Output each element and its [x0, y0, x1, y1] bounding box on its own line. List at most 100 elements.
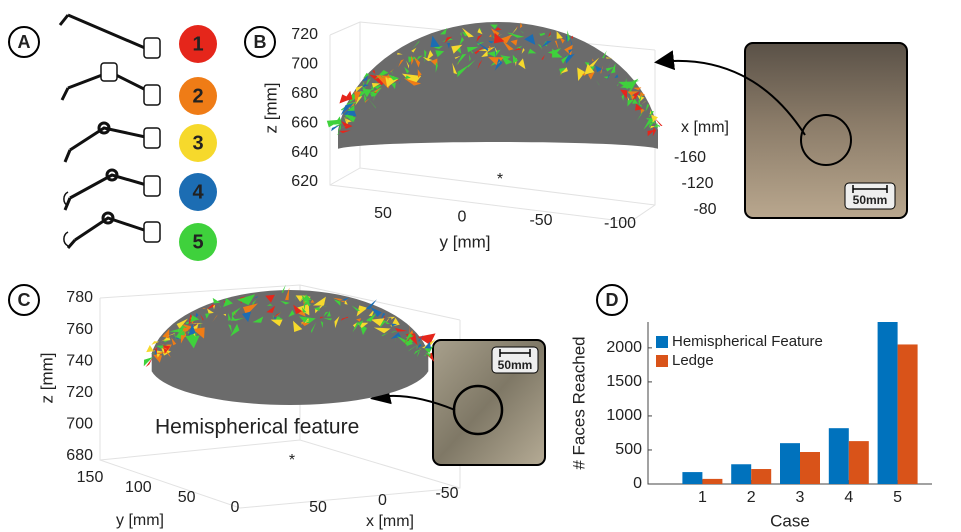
- surface-facet: [620, 89, 628, 100]
- surface-facet: [501, 55, 511, 59]
- x-tick-label: -160: [674, 149, 706, 166]
- bar: [731, 464, 752, 484]
- z-tick-label: 720: [66, 384, 93, 401]
- surface-facet: [355, 85, 364, 93]
- bar: [682, 472, 703, 484]
- surface-facet: [545, 40, 552, 46]
- x-tick-label: 3: [796, 489, 805, 506]
- surface-facet: [341, 125, 349, 128]
- box-lines-b: [329, 21, 656, 223]
- surface-facet: [202, 307, 207, 310]
- axis-label: z [mm]: [261, 83, 280, 134]
- surface-facet: [363, 93, 367, 103]
- surface-facet: [340, 317, 347, 321]
- surface-facet: [496, 35, 512, 44]
- surface-facet: [162, 347, 171, 358]
- y-tick-label: 0: [458, 209, 467, 226]
- surface-facet: [273, 315, 277, 321]
- surface-facet: [373, 90, 377, 96]
- surface-facet: [608, 62, 611, 69]
- surface-facet: [383, 319, 391, 325]
- surface-facet: [476, 34, 483, 43]
- surface-facet: [161, 346, 167, 350]
- surface-facet: [417, 350, 421, 358]
- surface-facet: [212, 297, 221, 304]
- surface-facet: [173, 330, 177, 341]
- surface-facet: [650, 125, 656, 129]
- bar: [751, 469, 772, 484]
- z-tick-label: 660: [291, 114, 318, 131]
- surface-facet: [638, 93, 643, 106]
- surface-facet: [332, 297, 348, 303]
- surface-facet: [381, 332, 389, 336]
- surface-facet: [488, 34, 492, 38]
- surface-facet: [454, 55, 461, 59]
- surface-facet: [600, 65, 604, 74]
- surface-facet: [488, 56, 504, 66]
- surface-facet: [362, 84, 369, 88]
- surface-facet: [497, 33, 503, 37]
- surface-facet: [191, 318, 199, 325]
- panel-label: C: [18, 290, 31, 310]
- axis-label: y [mm]: [440, 232, 491, 251]
- surface-facet: [370, 90, 377, 94]
- surface-facet: [323, 311, 329, 317]
- surface-facet: [494, 27, 502, 31]
- surface-facet: [439, 28, 447, 35]
- surface-facet: [169, 327, 184, 333]
- surface-facet: [364, 97, 370, 103]
- surface-facet: [631, 94, 635, 101]
- surface-facet: [389, 68, 395, 73]
- surface-facet: [618, 81, 635, 89]
- surface-facet: [433, 56, 446, 66]
- axis-label: x [mm]: [366, 513, 414, 530]
- surface-facet: [394, 327, 408, 332]
- surface-facet: [577, 67, 586, 81]
- surface-facet: [404, 333, 413, 345]
- surface-facet: [605, 57, 613, 59]
- surface-facet: [457, 61, 459, 66]
- surface-facet: [380, 313, 386, 321]
- surface-facet: [487, 49, 501, 58]
- y-tick-label: 0: [633, 475, 642, 492]
- surface-facet: [228, 324, 233, 334]
- panel-label-circle: [8, 26, 40, 58]
- surface-facet: [422, 56, 433, 62]
- bar: [828, 428, 849, 484]
- surface-facet: [391, 70, 393, 75]
- y-tick-label: 50: [178, 489, 196, 506]
- surface-facet: [193, 333, 196, 337]
- surface-facet: [403, 78, 422, 86]
- surface-facet: [161, 338, 170, 342]
- surface-facet: [632, 98, 638, 104]
- surface-facet: [281, 284, 286, 293]
- surface-facet: [519, 22, 523, 29]
- surface-facet: [354, 91, 362, 103]
- surface-facet: [469, 48, 474, 54]
- surface-facet: [326, 310, 331, 317]
- surface-facet: [365, 299, 378, 310]
- surface-facet: [541, 54, 545, 60]
- panel-label: A: [18, 32, 31, 52]
- surface-facet: [299, 295, 305, 302]
- case-circle: [179, 223, 217, 261]
- surface-facet: [285, 287, 290, 301]
- surface-facet: [253, 296, 259, 299]
- surface-facet: [336, 131, 340, 136]
- z-tick-label: 700: [66, 416, 93, 433]
- y-tick-label: 100: [125, 479, 152, 496]
- surface-facet: [362, 80, 365, 87]
- surface-facet: [516, 45, 523, 50]
- surface-facet: [560, 67, 568, 74]
- y-tick-label: 2000: [606, 339, 642, 356]
- surface-facet: [477, 59, 483, 70]
- legend-swatch: [656, 355, 668, 367]
- surface-facet: [584, 63, 595, 75]
- surface-facet: [323, 318, 333, 321]
- surface-facet: [387, 73, 389, 81]
- surface-facet: [213, 304, 216, 310]
- surface-facet: [633, 87, 642, 91]
- surface-facet: [185, 335, 200, 349]
- arrow: [370, 384, 456, 411]
- surface-facet: [371, 318, 385, 327]
